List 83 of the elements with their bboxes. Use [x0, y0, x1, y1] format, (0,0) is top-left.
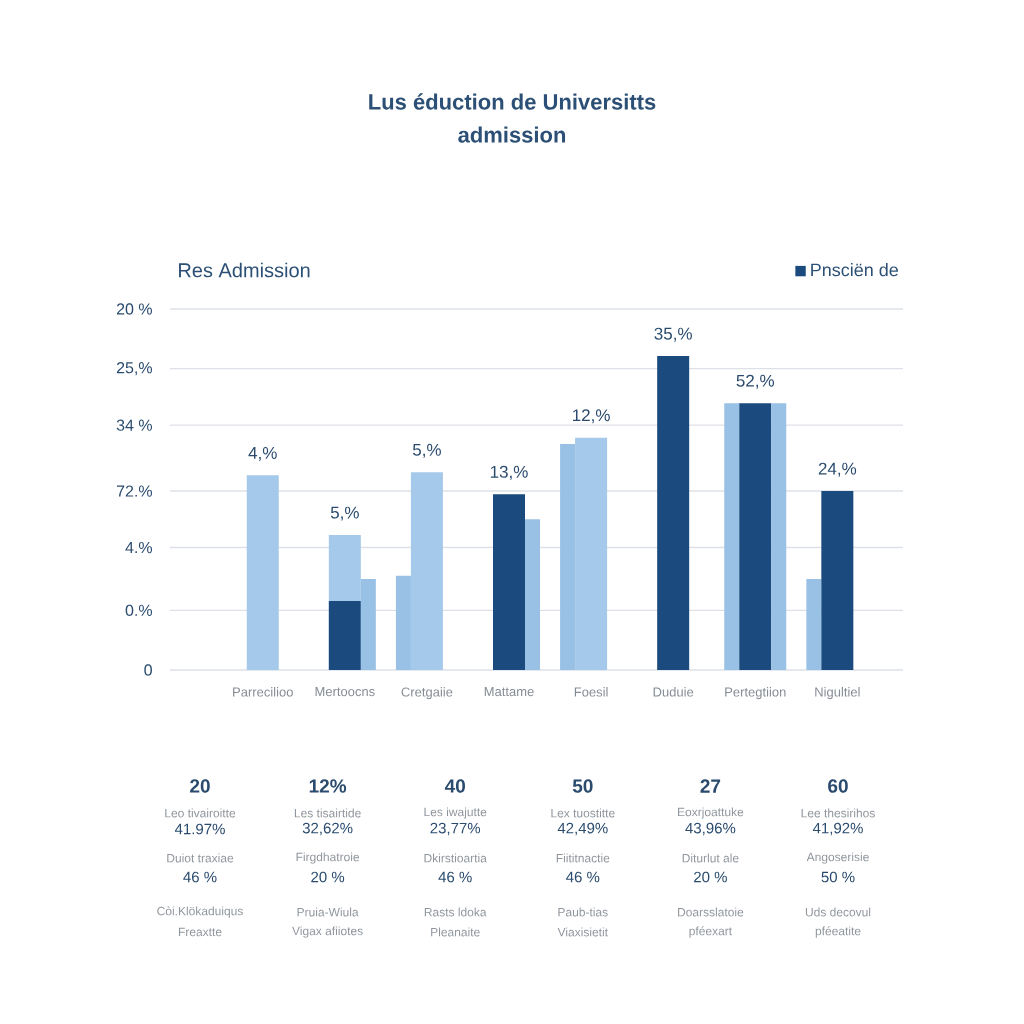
bar — [575, 437, 608, 670]
text: Fiititnactie — [556, 853, 610, 863]
legend-label: Pnsciën de — [811, 263, 898, 277]
chart-subtitle: Res Admission — [179, 262, 310, 278]
bar — [724, 403, 740, 670]
annotation: 5,% — [330, 506, 359, 521]
text: 0 — [144, 664, 152, 676]
text: 46 % — [566, 871, 600, 883]
bar — [360, 578, 376, 670]
text: 60 — [828, 779, 848, 793]
x-tick-label: Mertoocns — [315, 687, 375, 697]
annotation: 24,% — [818, 462, 857, 477]
x-tick-label: Mattame — [484, 687, 534, 697]
text: Viaxisietit — [557, 927, 608, 937]
bar — [246, 475, 279, 670]
bar — [328, 600, 361, 670]
text: 20 — [190, 779, 210, 793]
text: Doarsslatoie — [678, 907, 744, 917]
bar — [525, 519, 541, 670]
x-tick-label: Foesil — [574, 687, 608, 697]
text: 23,77% — [430, 822, 481, 836]
text: Les iwajutte — [424, 807, 487, 819]
bar — [493, 494, 526, 670]
bar — [806, 578, 822, 670]
text: 46 % — [438, 871, 472, 883]
text: pféeatite — [815, 926, 861, 938]
text: 72.% — [116, 485, 153, 497]
bar — [739, 403, 772, 670]
text: Lex tuostitte — [551, 808, 615, 818]
text: 12% — [309, 779, 347, 793]
text: 40 — [444, 779, 465, 793]
bar — [395, 575, 411, 670]
x-tick-label: Parrecilioo — [233, 687, 293, 697]
text: Uds decovul — [805, 907, 871, 917]
bar — [560, 443, 576, 670]
text: Lee thesirihos — [801, 808, 875, 818]
text: Pruia-Wiula — [297, 907, 359, 917]
text: Pleanaite — [431, 927, 480, 937]
text: Leo tivairoitte — [165, 808, 236, 818]
text: Angoserisie — [806, 852, 869, 864]
x-tick-label: Duduie — [653, 687, 694, 697]
text: 27 — [700, 779, 721, 793]
text: 46 % — [183, 871, 217, 883]
text: 32,62% — [302, 822, 353, 836]
chart-title: Lus éduction de Universitts admission — [369, 93, 656, 143]
text: Diturlut ale — [682, 853, 739, 863]
text: Freaxtte — [178, 927, 222, 937]
text: Dkirstioartia — [424, 853, 487, 863]
annotation: 52,% — [736, 374, 775, 389]
text: 20 % — [694, 871, 727, 883]
text: Duiot traxiae — [167, 853, 234, 863]
annotation: 35,% — [654, 327, 692, 342]
bar — [657, 356, 690, 670]
x-tick-label: Cretgaiie — [401, 687, 453, 700]
text: pféexart — [689, 926, 733, 938]
text: Les tisairtide — [294, 808, 361, 818]
text: 20 % — [311, 871, 345, 883]
text: 50 — [572, 779, 593, 793]
text: Vigax afiiotes — [292, 926, 363, 938]
text: Paub-tias — [558, 907, 608, 917]
annotation: 12,% — [573, 409, 610, 424]
text: 4.% — [125, 541, 153, 554]
annotation: 4,% — [248, 447, 277, 461]
annotation: 5,% — [412, 443, 441, 458]
x-tick-label: Nigultiel — [815, 687, 860, 700]
text: 42,49% — [557, 822, 608, 836]
annotation: 13,% — [490, 465, 528, 480]
text: Firgdhatroie — [296, 852, 360, 864]
text: 43,96% — [685, 822, 736, 836]
text: 50 % — [821, 871, 855, 883]
text: Eoxrjoattuke — [678, 807, 744, 819]
x-tick-label: Pertegtiion — [725, 687, 786, 700]
text: Rasts ldoka — [424, 907, 487, 917]
text: Còi.Klökaduiqus — [157, 906, 243, 918]
bar — [410, 472, 443, 670]
text: 41.97% — [174, 823, 225, 835]
text: 41,92% — [812, 822, 863, 836]
text: 0.% — [125, 604, 153, 617]
text: 20 % — [116, 303, 152, 315]
text: 25,% — [116, 362, 153, 376]
text: 34 % — [116, 419, 152, 431]
bar — [771, 403, 787, 670]
bar — [821, 491, 854, 670]
